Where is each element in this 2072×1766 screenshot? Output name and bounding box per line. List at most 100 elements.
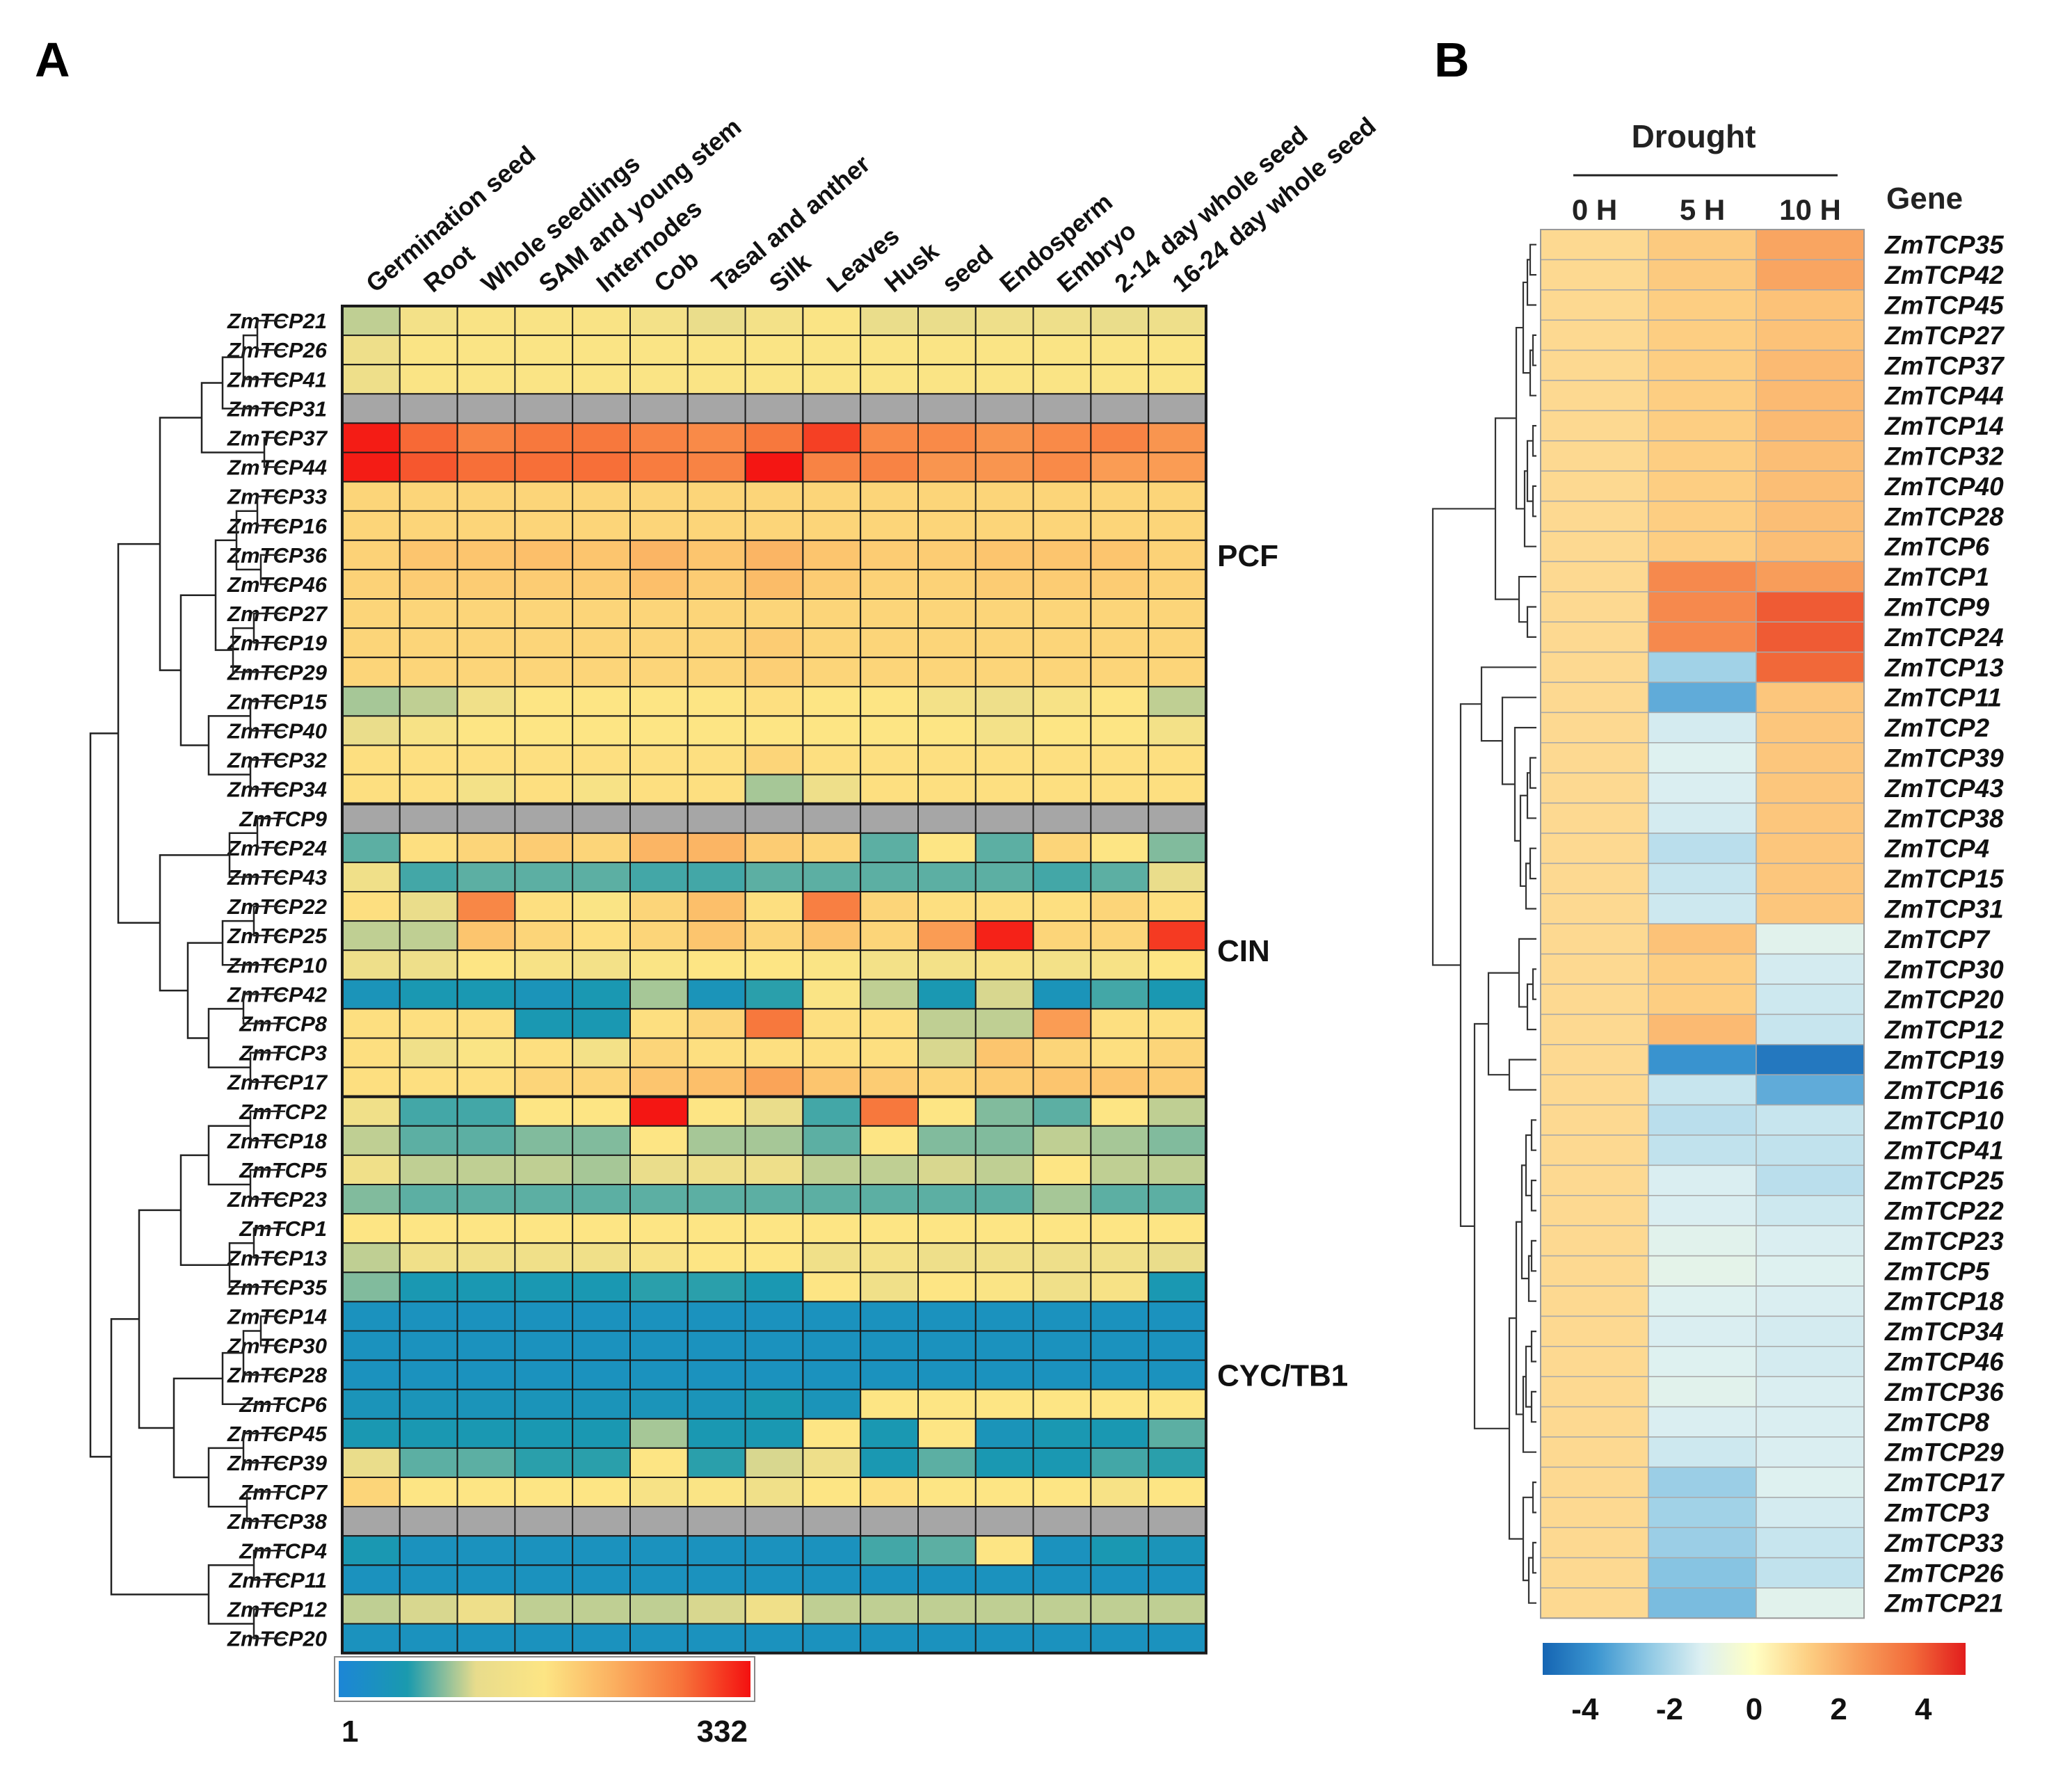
heatmap-a-cell-zmtcp23-12	[974, 1184, 1034, 1215]
heatmap-a-cell-zmtcp44-8	[744, 451, 804, 483]
heatmap-a-cell-zmtcp21-12	[974, 305, 1034, 337]
heatmap-a-cell-zmtcp25-2	[399, 920, 458, 952]
heatmap-b-cell-zmtcp10-0-h	[1540, 1104, 1649, 1136]
gene-label-zmtcp16: ZmTCP16	[1884, 1076, 2004, 1105]
heatmap-a-cell-zmtcp31-3	[456, 393, 516, 424]
heatmap-a-cell-zmtcp5-14	[1090, 1154, 1150, 1186]
heatmap-b-cell-zmtcp35-0-h	[1540, 229, 1649, 261]
heatmap-a-cell-zmtcp35-4	[514, 1271, 574, 1303]
heatmap-a-cell-zmtcp15-10	[860, 686, 919, 717]
heatmap-b-cell-zmtcp16-0-h	[1540, 1074, 1649, 1106]
heatmap-a-cell-zmtcp30-6	[629, 1330, 689, 1361]
dendrogram-b-link-19	[1513, 727, 1536, 842]
heatmap-a-cell-zmtcp15-5	[572, 686, 632, 717]
heatmap-a-cell-zmtcp20-15	[1148, 1623, 1207, 1654]
heatmap-a-cell-zmtcp36-7	[686, 539, 746, 570]
heatmap-a-cell-zmtcp33-3	[456, 481, 516, 512]
gene-label-zmtcp3: ZmTCP3	[1884, 1499, 1990, 1527]
heatmap-a-cell-zmtcp21-5	[572, 305, 632, 337]
heatmap-a-cell-zmtcp26-1	[342, 335, 401, 366]
heatmap-a-cell-zmtcp21-6	[629, 305, 689, 337]
heatmap-b-cell-zmtcp45-10-h	[1756, 289, 1865, 321]
heatmap-a-cell-zmtcp38-13	[1032, 1506, 1092, 1537]
gene-label-zmtcp34: ZmTCP34	[1884, 1317, 2004, 1346]
dendrogram-link-32	[179, 1154, 230, 1267]
heatmap-a-cell-zmtcp2-10	[860, 1095, 919, 1127]
dendrogram-b-link-31	[1527, 1255, 1536, 1302]
heatmap-a-cell-zmtcp36-5	[572, 539, 632, 570]
heatmap-a-cell-zmtcp15-15	[1148, 686, 1207, 717]
heatmap-b-cell-zmtcp16-10-h	[1756, 1074, 1865, 1106]
heatmap-b-cell-zmtcp14-10-h	[1756, 410, 1865, 442]
heatmap-a-cell-zmtcp37-7	[686, 422, 746, 453]
gene-label-zmtcp21: ZmTCP21	[1884, 1589, 2004, 1618]
gene-label-zmtcp1: ZmTCP1	[1884, 563, 1989, 591]
heatmap-a-cell-zmtcp11-14	[1090, 1564, 1150, 1596]
heatmap-a-cell-zmtcp30-12	[974, 1330, 1034, 1361]
group-label-cyc-tb1: CYC/TB1	[1217, 1359, 1348, 1393]
heatmap-a-cell-zmtcp42-15	[1148, 979, 1207, 1010]
heatmap-a-cell-zmtcp5-8	[744, 1154, 804, 1186]
heatmap-a-cell-zmtcp2-13	[1032, 1095, 1092, 1127]
heatmap-a-cell-zmtcp7-1	[342, 1477, 401, 1508]
heatmap-b-cell-zmtcp26-0-h	[1540, 1557, 1649, 1589]
heatmap-b-cell-zmtcp11-0-h	[1540, 682, 1649, 714]
heatmap-a-cell-zmtcp43-11	[917, 861, 977, 893]
heatmap-a-cell-zmtcp28-6	[629, 1359, 689, 1390]
heatmap-b-cell-zmtcp20-5-h	[1648, 984, 1757, 1016]
heatmap-b-cell-zmtcp18-0-h	[1540, 1285, 1649, 1317]
heatmap-a-cell-zmtcp5-7	[686, 1154, 746, 1186]
heatmap-b-cell-zmtcp40-0-h	[1540, 470, 1649, 502]
heatmap-a-cell-zmtcp6-5	[572, 1388, 632, 1420]
heatmap-b-cell-zmtcp36-5-h	[1648, 1376, 1757, 1408]
gene-label-zmtcp30: ZmTCP30	[1884, 955, 2004, 984]
heatmap-b-cell-zmtcp28-5-h	[1648, 500, 1757, 532]
heatmap-a-cell-zmtcp41-9	[802, 364, 862, 395]
heatmap-a-cell-zmtcp12-6	[629, 1594, 689, 1625]
heatmap-a-cell-zmtcp7-6	[629, 1477, 689, 1508]
heatmap-a-cell-zmtcp32-13	[1032, 744, 1092, 776]
gene-header: Gene	[1886, 182, 1963, 216]
heatmap-b-cell-zmtcp8-0-h	[1540, 1406, 1649, 1438]
panel-b-label: B	[1434, 33, 1470, 87]
heatmap-a-cell-zmtcp3-10	[860, 1037, 919, 1068]
dendrogram-b-link-43	[1473, 1022, 1509, 1429]
heatmap-b-cell-zmtcp15-5-h	[1648, 862, 1757, 894]
dendrogram-link-15	[179, 594, 216, 746]
gene-label-zmtcp11: ZmTCP11	[1884, 684, 2002, 712]
gene-label-zmtcp31: ZmTCP31	[1884, 895, 2004, 924]
heatmap-a-cell-zmtcp14-7	[686, 1301, 746, 1332]
heatmap-a-cell-zmtcp6-14	[1090, 1388, 1150, 1420]
heatmap-b-frame	[1540, 229, 1865, 1619]
heatmap-a-cell-zmtcp4-4	[514, 1535, 574, 1566]
heatmap-b-cell-zmtcp29-0-h	[1540, 1436, 1649, 1468]
heatmap-a-cell-zmtcp42-7	[686, 979, 746, 1010]
heatmap-b-cell-zmtcp15-10-h	[1756, 862, 1865, 894]
heatmap-a-cell-zmtcp26-3	[456, 335, 516, 366]
heatmap-a-cell-zmtcp33-6	[629, 481, 689, 512]
heatmap-a-cell-zmtcp20-11	[917, 1623, 977, 1654]
heatmap-a-cell-zmtcp27-3	[456, 598, 516, 629]
heatmap-a-cell-zmtcp45-5	[572, 1418, 632, 1449]
heatmap-a-cell-zmtcp15-2	[399, 686, 458, 717]
dendrogram-b-link-28	[1530, 1180, 1536, 1212]
heatmap-a-cell-zmtcp26-14	[1090, 335, 1150, 366]
heatmap-a-cell-zmtcp17-6	[629, 1066, 689, 1098]
heatmap-a-cell-zmtcp13-10	[860, 1242, 919, 1274]
heatmap-b-cell-zmtcp38-0-h	[1540, 802, 1649, 834]
heatmap-a-cell-zmtcp12-9	[802, 1594, 862, 1625]
heatmap-a-cell-zmtcp16-1	[342, 510, 401, 541]
time-label-5-h: 5 H	[1680, 193, 1725, 226]
heatmap-a-cell-zmtcp37-9	[802, 422, 862, 453]
heatmap-a-cell-zmtcp1-12	[974, 1213, 1034, 1244]
heatmap-a-cell-zmtcp28-1	[342, 1359, 401, 1390]
gene-label-zmtcp12: ZmTCP12	[1884, 1016, 2004, 1044]
heatmap-a-cell-zmtcp16-10	[860, 510, 919, 541]
heatmap-a-cell-zmtcp4-7	[686, 1535, 746, 1566]
heatmap-a-cell-zmtcp10-4	[514, 949, 574, 981]
heatmap-a-cell-zmtcp36-6	[629, 539, 689, 570]
heatmap-a-cell-zmtcp1-7	[686, 1213, 746, 1244]
heatmap-a-cell-zmtcp32-9	[802, 744, 862, 776]
heatmap-a-cell-zmtcp38-7	[686, 1506, 746, 1537]
heatmap-b-cell-zmtcp43-10-h	[1756, 772, 1865, 804]
